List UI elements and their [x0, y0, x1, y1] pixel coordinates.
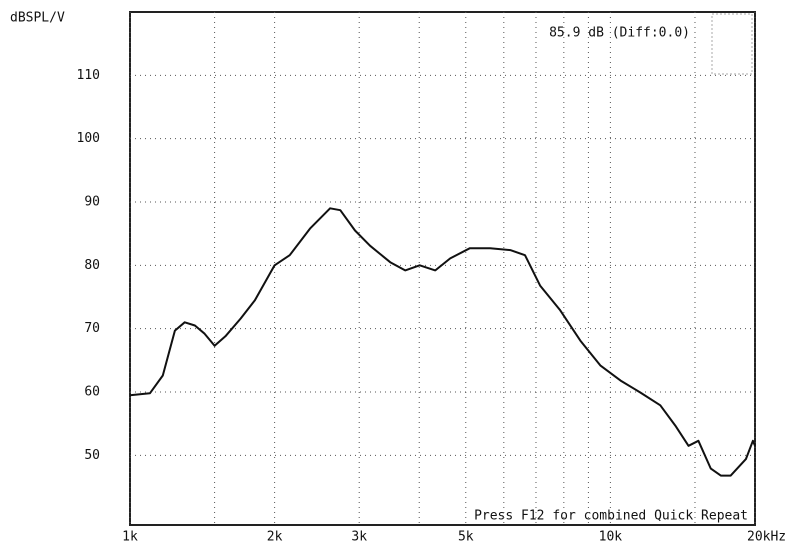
- footer-note: Press F12 for combined Quick Repeat: [474, 509, 748, 524]
- y-tick-label: 50: [84, 448, 100, 463]
- y-axis-label: dBSPL/V: [10, 11, 65, 26]
- x-tick-label: 10k: [599, 530, 623, 545]
- x-tick-label: 3k: [351, 530, 367, 545]
- readout: 85.9 dB (Diff:0.0): [549, 26, 690, 41]
- legend-box: [711, 13, 753, 75]
- response-line: [129, 207, 756, 477]
- x-tick-label: 1k: [122, 530, 138, 545]
- y-tick-label: 60: [84, 385, 100, 400]
- y-tick-label: 70: [84, 321, 100, 336]
- y-tick-label: 110: [77, 68, 100, 83]
- x-tick-label: 2k: [267, 530, 283, 545]
- x-tick-label: 5k: [458, 530, 474, 545]
- y-tick-label: 90: [84, 195, 100, 210]
- y-tick-label: 100: [77, 131, 100, 146]
- plot-frame: [129, 11, 756, 526]
- y-tick-label: 80: [84, 258, 100, 273]
- x-tick-label: 20kHz: [747, 530, 786, 545]
